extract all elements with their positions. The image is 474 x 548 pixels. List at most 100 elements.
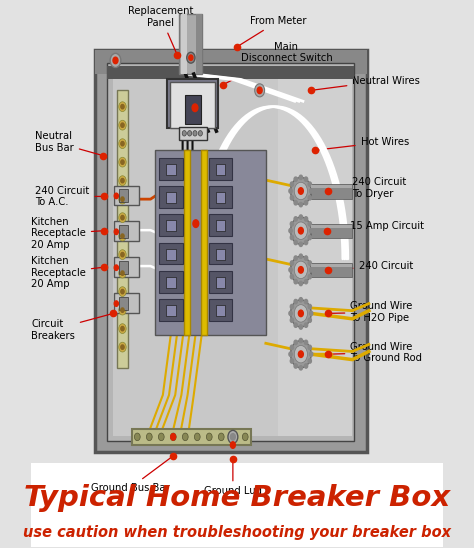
Circle shape [299,242,302,247]
Circle shape [304,323,308,327]
Bar [216,305,226,316]
Text: 240 Circuit
To A.C.: 240 Circuit To A.C. [35,186,101,207]
Circle shape [310,229,313,233]
Circle shape [289,189,292,193]
Circle shape [188,100,197,111]
Circle shape [299,202,302,207]
Circle shape [291,256,311,283]
Text: 240 Circuit
To Dryer: 240 Circuit To Dryer [330,178,407,199]
Circle shape [291,178,311,204]
Bar [166,192,176,203]
Circle shape [290,196,293,200]
FancyBboxPatch shape [113,66,352,436]
Text: Main
Disconnect Switch: Main Disconnect Switch [225,42,332,84]
Circle shape [294,323,297,327]
Circle shape [294,345,308,363]
Bar [311,185,352,198]
FancyBboxPatch shape [114,221,138,241]
Circle shape [119,139,126,149]
Circle shape [219,433,224,441]
FancyBboxPatch shape [159,214,183,236]
Text: use caution when troubleshooting your breaker box: use caution when troubleshooting your br… [23,524,451,540]
FancyBboxPatch shape [179,127,207,140]
FancyBboxPatch shape [209,299,232,321]
Circle shape [308,318,311,322]
Bar [216,164,226,175]
Bar [216,277,226,288]
Text: Ground Wire
To Ground Rod: Ground Wire To Ground Rod [330,342,422,363]
Circle shape [290,304,293,309]
Circle shape [299,281,302,286]
Circle shape [310,311,313,316]
Circle shape [304,177,308,181]
Bar [166,305,176,316]
Circle shape [304,299,308,304]
Circle shape [170,433,176,441]
Circle shape [121,271,124,275]
FancyBboxPatch shape [209,214,232,236]
Circle shape [304,241,308,244]
Circle shape [192,104,198,112]
Circle shape [298,351,303,357]
Bar [132,429,251,445]
Circle shape [119,120,126,130]
FancyBboxPatch shape [114,258,138,277]
Circle shape [310,267,313,272]
Circle shape [290,318,293,322]
Circle shape [119,231,126,241]
Bar [311,264,352,277]
Text: Hot Wires: Hot Wires [318,137,409,150]
Circle shape [299,339,302,342]
Circle shape [206,433,212,441]
Circle shape [114,301,118,306]
FancyBboxPatch shape [209,243,232,265]
Bar [311,224,352,238]
FancyBboxPatch shape [119,225,128,238]
Circle shape [308,304,311,309]
Circle shape [121,123,124,127]
Circle shape [193,220,199,227]
Bar [166,249,176,260]
Text: 240 Circuit: 240 Circuit [330,261,413,271]
FancyBboxPatch shape [159,158,183,180]
Bar [166,164,176,175]
Circle shape [294,222,308,239]
Bar [95,49,367,74]
Circle shape [289,352,292,356]
Circle shape [294,340,297,345]
Bar [216,192,226,203]
FancyBboxPatch shape [209,186,232,208]
Circle shape [119,102,126,112]
Circle shape [182,130,186,136]
Circle shape [308,275,311,279]
Circle shape [308,222,311,226]
FancyBboxPatch shape [107,63,355,441]
FancyBboxPatch shape [209,158,232,180]
Bar [166,220,176,231]
Bar [181,14,187,74]
Bar [216,220,226,231]
FancyBboxPatch shape [185,95,201,124]
FancyBboxPatch shape [119,189,128,202]
Bar [184,150,190,335]
Text: 15 Amp Circuit: 15 Amp Circuit [329,221,424,231]
Circle shape [146,433,152,441]
Circle shape [121,141,124,146]
Circle shape [299,366,302,370]
Circle shape [308,345,311,350]
Circle shape [294,279,297,284]
FancyBboxPatch shape [119,296,128,310]
Circle shape [113,57,118,64]
Text: From Meter: From Meter [239,16,307,45]
Circle shape [294,256,297,260]
Circle shape [121,215,124,220]
Circle shape [308,235,311,239]
Circle shape [121,234,124,238]
Circle shape [298,227,303,234]
Circle shape [121,345,124,349]
Circle shape [294,201,297,205]
Text: Replacement
Panel: Replacement Panel [128,6,193,53]
Circle shape [121,179,124,183]
Circle shape [257,87,262,94]
FancyBboxPatch shape [95,49,367,452]
